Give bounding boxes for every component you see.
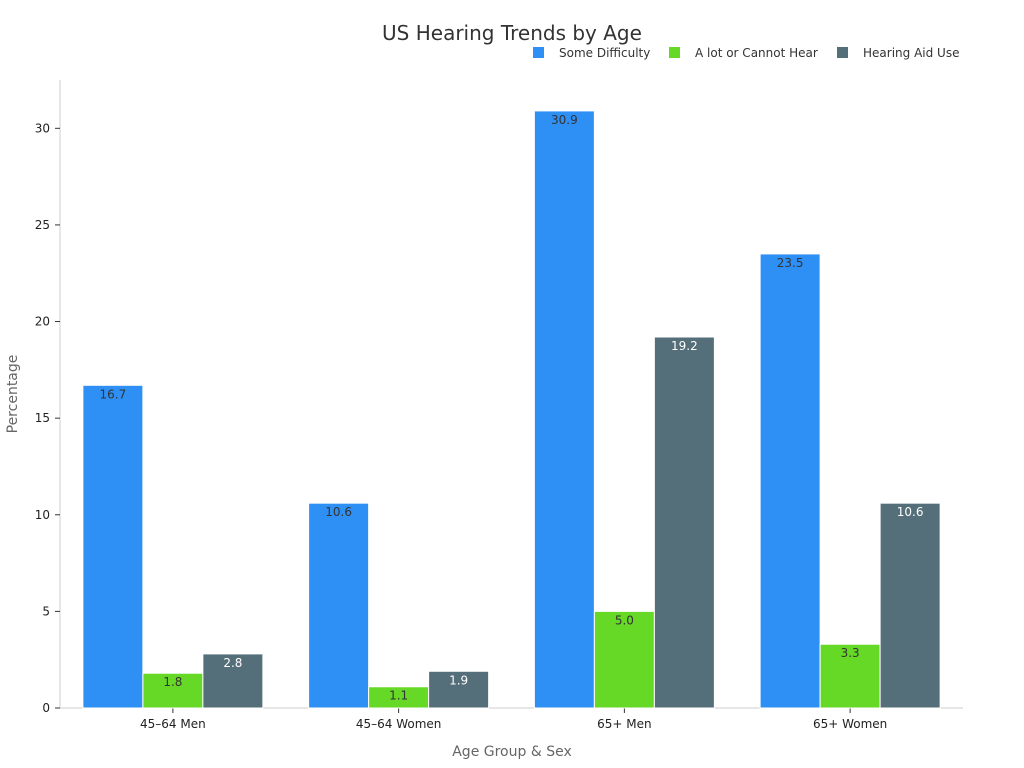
x-tick-label: 45–64 Men: [140, 717, 206, 731]
legend-label: Some Difficulty: [559, 46, 650, 60]
legend-label: Hearing Aid Use: [863, 46, 959, 60]
bar-some-difficulty-65-men: [533, 110, 595, 709]
data-label-hearing-aid-use-45-64-women: 1.9: [449, 673, 468, 687]
bar-hearing-aid-use-65-men: [653, 336, 715, 709]
legend-swatch: [533, 47, 544, 58]
data-labels: 16.7 1.8 2.8 10.6 1.1 1.9 30.9 5.0 19.2 23.5 3.3 10…: [100, 113, 924, 703]
bar-hearing-aid-use-65-women: [879, 502, 941, 709]
data-label-some-difficulty-65-women: 23.5: [777, 256, 804, 270]
y-tick-label: 0: [42, 701, 50, 715]
data-label-a-lot-or-cannot-hear-45-64-women: 1.1: [389, 689, 408, 703]
chart-title: US Hearing Trends by Age: [382, 21, 642, 45]
data-label-hearing-aid-use-65-men: 19.2: [671, 339, 698, 353]
x-tick-label: 45–64 Women: [356, 717, 442, 731]
bar-hearing-aid-use-45-64-men: [202, 653, 264, 709]
legend-item-a-lot-or-cannot-hear: A lot or Cannot Hear: [669, 46, 818, 60]
data-label-hearing-aid-use-45-64-men: 2.8: [223, 656, 242, 670]
x-axis: 45–64 Men 45–64 Women 65+ Men 65+ Women: [60, 707, 963, 731]
bar-a-lot-or-cannot-hear-65-men: [593, 610, 655, 709]
data-label-a-lot-or-cannot-hear-45-64-men: 1.8: [163, 675, 182, 689]
data-label-a-lot-or-cannot-hear-65-women: 3.3: [841, 646, 860, 660]
y-axis-title: Percentage: [5, 355, 21, 434]
legend-item-hearing-aid-use: Hearing Aid Use: [837, 46, 959, 60]
bars: [82, 110, 941, 709]
y-tick-label: 5: [42, 604, 50, 618]
y-axis: 0 5 10 15 20 25 30: [35, 80, 61, 715]
legend-label: A lot or Cannot Hear: [695, 46, 818, 60]
y-tick-label: 15: [35, 411, 50, 425]
data-label-some-difficulty-45-64-men: 16.7: [100, 387, 127, 401]
x-tick-label: 65+ Men: [597, 717, 651, 731]
data-label-hearing-aid-use-65-women: 10.6: [897, 505, 924, 519]
bar-a-lot-or-cannot-hear-65-women: [819, 643, 881, 709]
y-tick-label: 30: [35, 121, 50, 135]
y-tick-label: 20: [35, 315, 50, 329]
legend: Some Difficulty A lot or Cannot Hear Heari…: [533, 46, 959, 60]
legend-item-some-difficulty: Some Difficulty: [533, 46, 650, 60]
bar-some-difficulty-45-64-men: [82, 384, 144, 709]
data-label-some-difficulty-45-64-women: 10.6: [325, 505, 352, 519]
y-tick-label: 10: [35, 508, 50, 522]
y-tick-label: 25: [35, 218, 50, 232]
bar-some-difficulty-65-women: [759, 253, 821, 709]
x-tick-label: 65+ Women: [813, 717, 887, 731]
legend-swatch: [837, 47, 848, 58]
bar-some-difficulty-45-64-women: [308, 502, 370, 709]
data-label-some-difficulty-65-men: 30.9: [551, 113, 578, 127]
bar-hearing-aid-use-45-64-women: [428, 670, 490, 709]
data-label-a-lot-or-cannot-hear-65-men: 5.0: [615, 613, 634, 627]
x-axis-title: Age Group & Sex: [452, 744, 572, 760]
legend-swatch: [669, 47, 680, 58]
